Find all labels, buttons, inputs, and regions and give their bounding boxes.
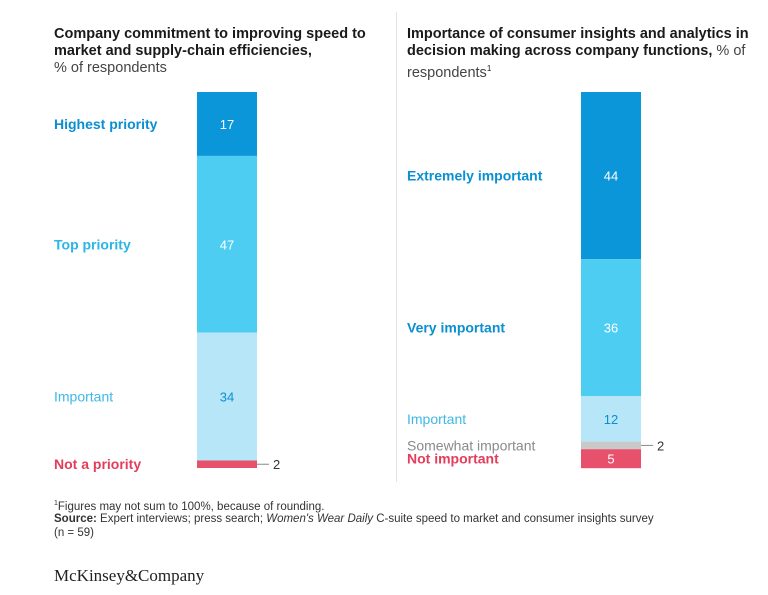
mckinsey-logo: McKinsey&Company [54, 566, 205, 585]
left-bar-not-a-priority [197, 460, 257, 468]
right-bar-not-important [581, 449, 641, 469]
footnote-text: Figures may not sum to 100%, because of … [57, 500, 325, 513]
left-value-top-priority: 47 [220, 237, 234, 252]
right-bar-important [581, 396, 641, 442]
footnote: 1Figures may not sum to 100%, because of… [54, 497, 694, 514]
right-title-sup: 1 [486, 64, 492, 73]
source-text-2: C-suite speed to market and consumer ins… [54, 513, 654, 539]
right-bar-somewhat-important [581, 441, 641, 450]
right-label-important: Important [407, 411, 466, 427]
right-label-extremely-important: Extremely important [407, 168, 543, 184]
right-chart-title: Importance of consumer insights and anal… [407, 26, 752, 82]
source-note: Source: Expert interviews; press search;… [54, 512, 654, 540]
right-value-somewhat-important: 2 [657, 438, 664, 453]
chart-divider [396, 12, 397, 482]
left-title-bold: Company commitment to improving speed to… [54, 26, 366, 59]
source-text-1: Expert interviews; press search; [100, 513, 264, 525]
right-label-not-important: Not important [407, 451, 499, 467]
right-bar-extremely-important [581, 92, 641, 260]
right-bar-very-important [581, 259, 641, 396]
left-value-not-a-priority: 2 [273, 457, 280, 472]
left-chart-title: Company commitment to improving speed to… [54, 26, 384, 77]
left-title-sub: % of respondents [54, 60, 167, 76]
right-value-very-important: 36 [604, 321, 618, 336]
left-label-important: Important [54, 389, 113, 405]
right-label-somewhat-important: Somewhat important [407, 437, 536, 453]
right-title-sub: % of respondents [407, 43, 746, 81]
left-label-not-a-priority: Not a priority [54, 456, 141, 472]
right-value-extremely-important: 44 [604, 169, 618, 184]
source-italic: Women's Wear Daily [266, 513, 374, 525]
left-label-top-priority: Top priority [54, 236, 131, 252]
right-value-important: 12 [604, 412, 618, 427]
left-label-highest-priority: Highest priority [54, 116, 158, 132]
left-value-highest-priority: 17 [220, 117, 234, 132]
left-bar-top-priority [197, 155, 257, 333]
right-label-very-important: Very important [407, 320, 505, 336]
source-label: Source: [54, 513, 97, 525]
left-value-important: 34 [220, 390, 234, 405]
right-value-not-important: 5 [607, 452, 614, 467]
left-bar-important [197, 332, 257, 461]
footnote-sup: 1 [54, 500, 58, 507]
left-bar-highest-priority [197, 92, 257, 156]
right-title-bold: Importance of consumer insights and anal… [407, 26, 749, 59]
